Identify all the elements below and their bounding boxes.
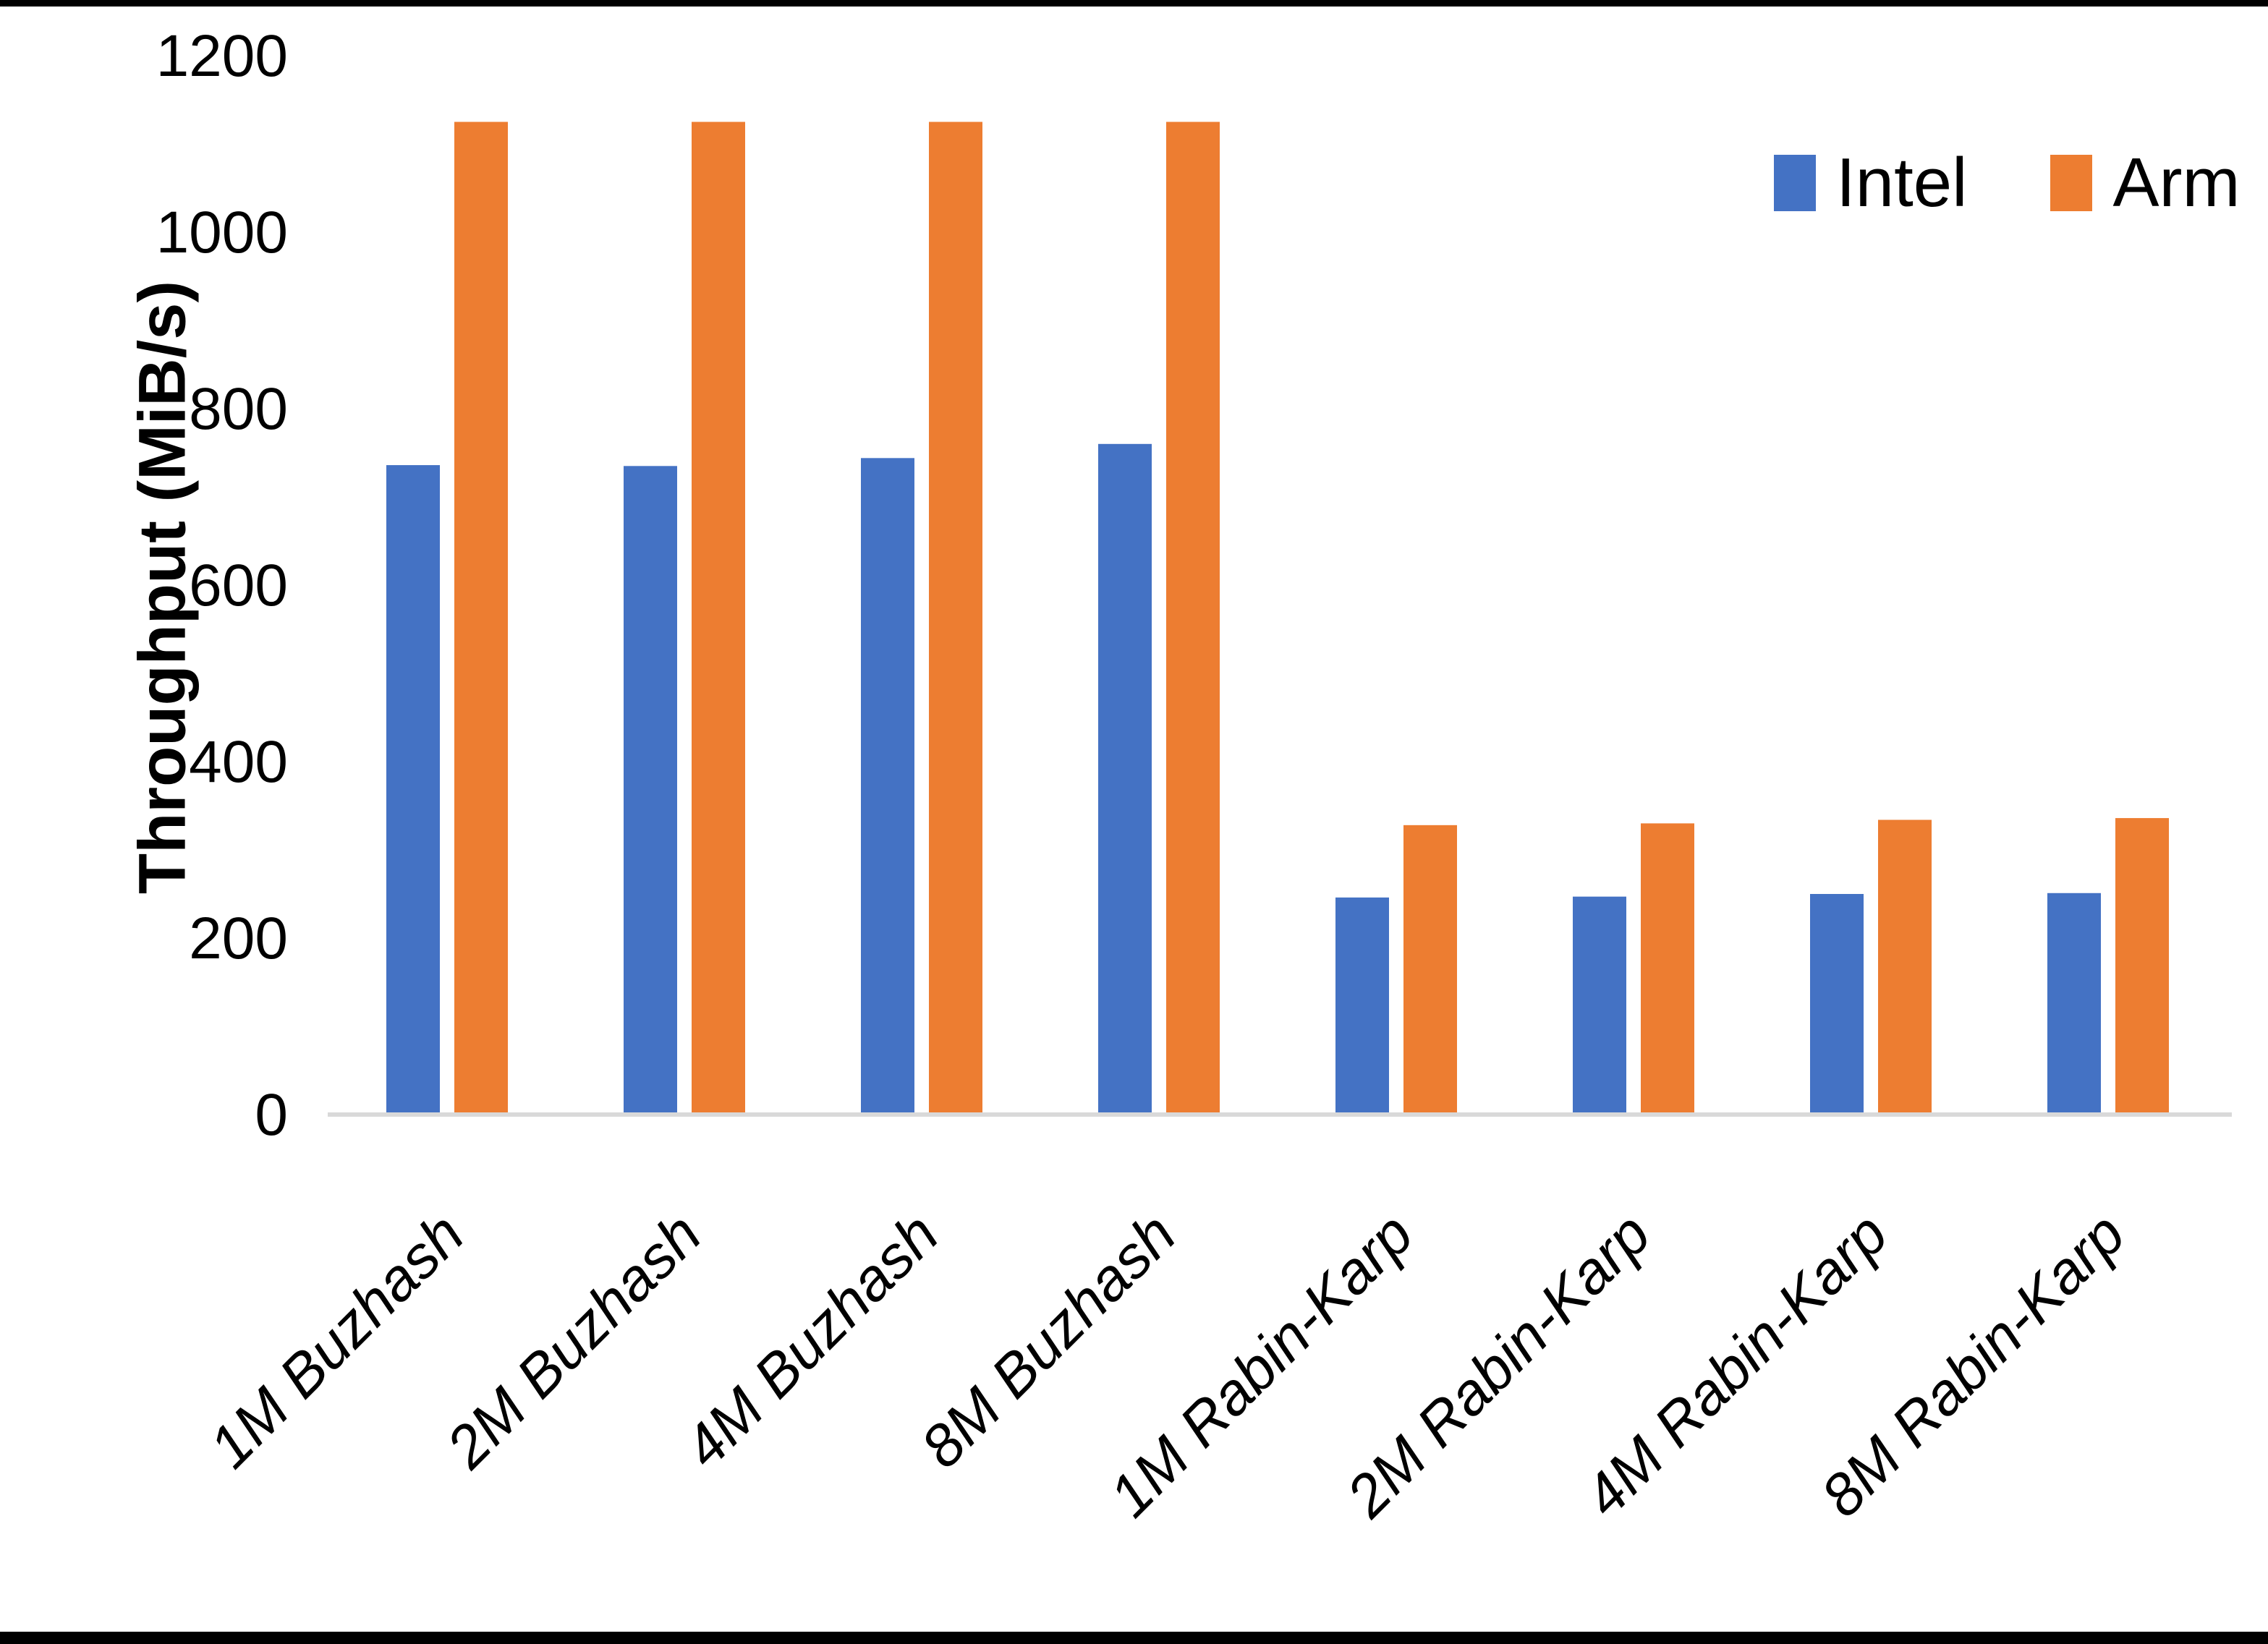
y-tick-label: 0 [255, 1082, 288, 1148]
bar-intel-8 [2047, 893, 2101, 1115]
legend-item-intel: Intel [1774, 148, 1967, 218]
legend: Intel Arm [1774, 148, 2240, 218]
bar-arm-5 [1403, 825, 1457, 1115]
legend-item-arm: Arm [2050, 148, 2240, 218]
y-tick-label: 400 [189, 729, 288, 795]
legend-label-intel: Intel [1836, 144, 1968, 221]
bar-arm-6 [1641, 823, 1694, 1115]
x-category-label: 1M Buzhash [197, 1201, 477, 1481]
legend-label-arm: Arm [2112, 144, 2241, 221]
arm-swatch-icon [2050, 155, 2093, 211]
bar-intel-1 [386, 465, 440, 1115]
x-category-label: 4M Buzhash [671, 1201, 951, 1481]
y-tick-label: 1000 [156, 200, 288, 265]
y-tick-label: 200 [189, 906, 288, 971]
bar-intel-7 [1810, 894, 1864, 1115]
bar-arm-3 [929, 122, 982, 1115]
x-category-label: 2M Buzhash [433, 1201, 713, 1481]
bar-intel-6 [1573, 896, 1626, 1115]
bar-intel-4 [1098, 443, 1152, 1115]
bottom-border-line [0, 1632, 2268, 1644]
top-border-line [0, 0, 2268, 7]
y-tick-label: 800 [189, 376, 288, 442]
bar-intel-5 [1335, 897, 1389, 1115]
bar-arm-8 [2115, 818, 2169, 1115]
bar-intel-3 [861, 458, 914, 1115]
intel-swatch-icon [1774, 155, 1816, 211]
bar-arm-4 [1166, 122, 1220, 1115]
bar-intel-2 [624, 466, 677, 1115]
y-tick-label: 1200 [156, 23, 288, 89]
bar-arm-7 [1878, 819, 1932, 1115]
bar-arm-1 [454, 122, 508, 1115]
bar-arm-2 [692, 122, 745, 1115]
y-tick-label: 600 [189, 553, 288, 618]
y-axis-title: Throughput (MiB/s) [125, 280, 200, 895]
